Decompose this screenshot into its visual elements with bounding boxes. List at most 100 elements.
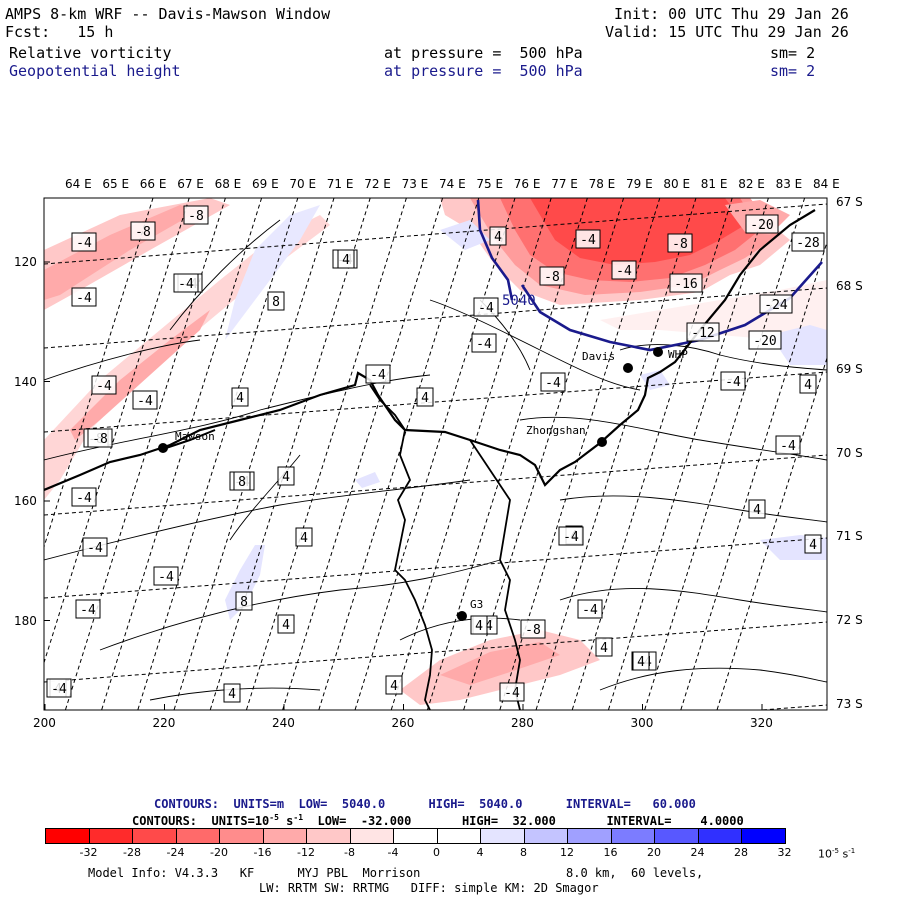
svg-text:-8: -8 (92, 432, 108, 447)
svg-text:-4: -4 (582, 603, 598, 618)
contour-label: -4 (499, 682, 525, 702)
colorbar-swatch (349, 828, 394, 844)
contour-label: -4 (540, 372, 566, 392)
lon-label: 72 E (364, 177, 391, 191)
contour-label: -24 (759, 294, 793, 314)
lon-label: 79 E (626, 177, 653, 191)
svg-text:4: 4 (600, 641, 608, 656)
contour-label: -20 (748, 330, 782, 350)
contour-label: -8 (87, 428, 113, 448)
x-tick-label: 240 (272, 716, 295, 730)
x-tick-label: 280 (511, 716, 534, 730)
svg-text:-28: -28 (796, 236, 819, 251)
contour-label: 4 (277, 614, 295, 634)
contour-label: -4 (71, 287, 97, 307)
contour-label: 4 (337, 249, 355, 269)
svg-text:4: 4 (421, 391, 429, 406)
lat-label: 71 S (836, 529, 863, 544)
lat-label: 72 S (836, 613, 863, 627)
svg-text:-4: -4 (96, 379, 112, 394)
svg-text:Mawson: Mawson (175, 430, 215, 443)
svg-text:-4: -4 (725, 375, 741, 390)
contour-label: -4 (71, 232, 97, 252)
colorbar-swatch (610, 828, 655, 844)
colorbar-label: 16 (603, 846, 618, 859)
svg-text:-4: -4 (178, 277, 194, 292)
contour-label: 4 (632, 651, 650, 671)
height-contour-label: 5040 (502, 293, 536, 309)
height-legend: CONTOURS: UNITS=m LOW= 5040.0 HIGH= 5040… (154, 797, 696, 811)
svg-text:-4: -4 (580, 233, 596, 248)
svg-text:-4: -4 (545, 376, 561, 391)
mawson-coast (159, 429, 216, 451)
colorbar-label: 28 (734, 846, 748, 859)
colorbar-swatch (654, 828, 699, 844)
contour-label-group: -4 -8 -8 -4 -4 -4 8 -4 4 -4 -4 -4 -8 -4 4 -4 4 4 -4 -4 -4 8 4 4… (46, 205, 825, 703)
lon-label: 75 E (476, 177, 504, 191)
contour-label: 4 (799, 374, 817, 394)
lat-label: 68 S (836, 278, 863, 293)
svg-text:-4: -4 (76, 291, 92, 306)
colorbar-label: -16 (253, 846, 272, 859)
contour-label: -8 (130, 221, 156, 241)
contour-label: 4 (595, 637, 613, 657)
contour-label: -4 (775, 435, 801, 455)
svg-text:-4: -4 (370, 368, 386, 383)
colorbar-label: -32 (79, 846, 98, 859)
lon-label: 67 E (177, 177, 204, 191)
x-tick-label: 320 (750, 716, 773, 730)
colorbar-label: -28 (123, 846, 141, 859)
colorbar-swatch (45, 828, 90, 844)
svg-text:4: 4 (809, 538, 817, 553)
lat-label: 69 S (836, 362, 863, 377)
colorbar-label: 12 (560, 846, 574, 859)
svg-text:-8: -8 (525, 623, 541, 638)
contour-label: 8 (267, 291, 285, 311)
svg-text:4: 4 (390, 679, 398, 694)
contour-label: 4 (277, 466, 295, 486)
lon-label: 71 E (326, 177, 354, 191)
contour-label: -4 (71, 487, 97, 507)
field1-smoothing: sm= 2 (770, 44, 816, 62)
contour-label: -4 (577, 599, 603, 619)
lon-label: 73 E (401, 177, 429, 191)
lon-label: 82 E (738, 177, 765, 191)
colorbar-label: 24 (690, 846, 705, 859)
contour-label: 8 (233, 471, 251, 491)
colorbar-label: 20 (647, 846, 661, 859)
contour-label: -4 (91, 375, 117, 395)
y-tick-label: 140 (14, 374, 37, 389)
ice-boundary (469, 439, 521, 710)
field1-name: Relative vorticity (9, 44, 172, 62)
coastline (44, 209, 816, 492)
model-info: Model Info: V4.3.3 KF MYJ PBL Morrison (88, 866, 421, 880)
svg-text:-20: -20 (750, 218, 773, 233)
station-davis: Davis (582, 350, 633, 373)
colorbar-label: -4 (387, 846, 399, 859)
field2-level: at pressure = 500 hPa (384, 62, 583, 80)
contour-label: 4 (223, 683, 241, 703)
svg-text:-4: -4 (76, 236, 92, 251)
y-tick-label: 160 (14, 494, 37, 508)
svg-text:8: 8 (272, 295, 280, 310)
svg-text:-4: -4 (616, 264, 632, 279)
lon-label: 74 E (439, 177, 466, 191)
svg-text:-12: -12 (691, 326, 714, 341)
svg-text:-24: -24 (764, 298, 788, 313)
station-g3: G3 (457, 598, 483, 621)
svg-text:8: 8 (240, 595, 248, 610)
vorticity-legend: CONTOURS: UNITS=10-5 s-1 LOW= -32.000 HI… (132, 813, 744, 828)
contour-label: 4 (295, 527, 313, 547)
contour-label: 8 (235, 591, 253, 611)
colorbar-label: -8 (344, 846, 355, 859)
svg-text:G3: G3 (470, 598, 483, 611)
x-tick-label: 300 (630, 716, 654, 730)
contour-label: -4 (611, 260, 637, 280)
svg-text:Davis: Davis (582, 350, 615, 363)
contour-label: -4 (720, 371, 746, 391)
svg-text:4: 4 (282, 470, 290, 485)
model-physics: LW: RRTM SW: RRTMG DIFF: simple KM: 2D S… (259, 881, 599, 895)
svg-text:-8: -8 (672, 237, 688, 252)
colorbar-swatch (393, 828, 438, 844)
